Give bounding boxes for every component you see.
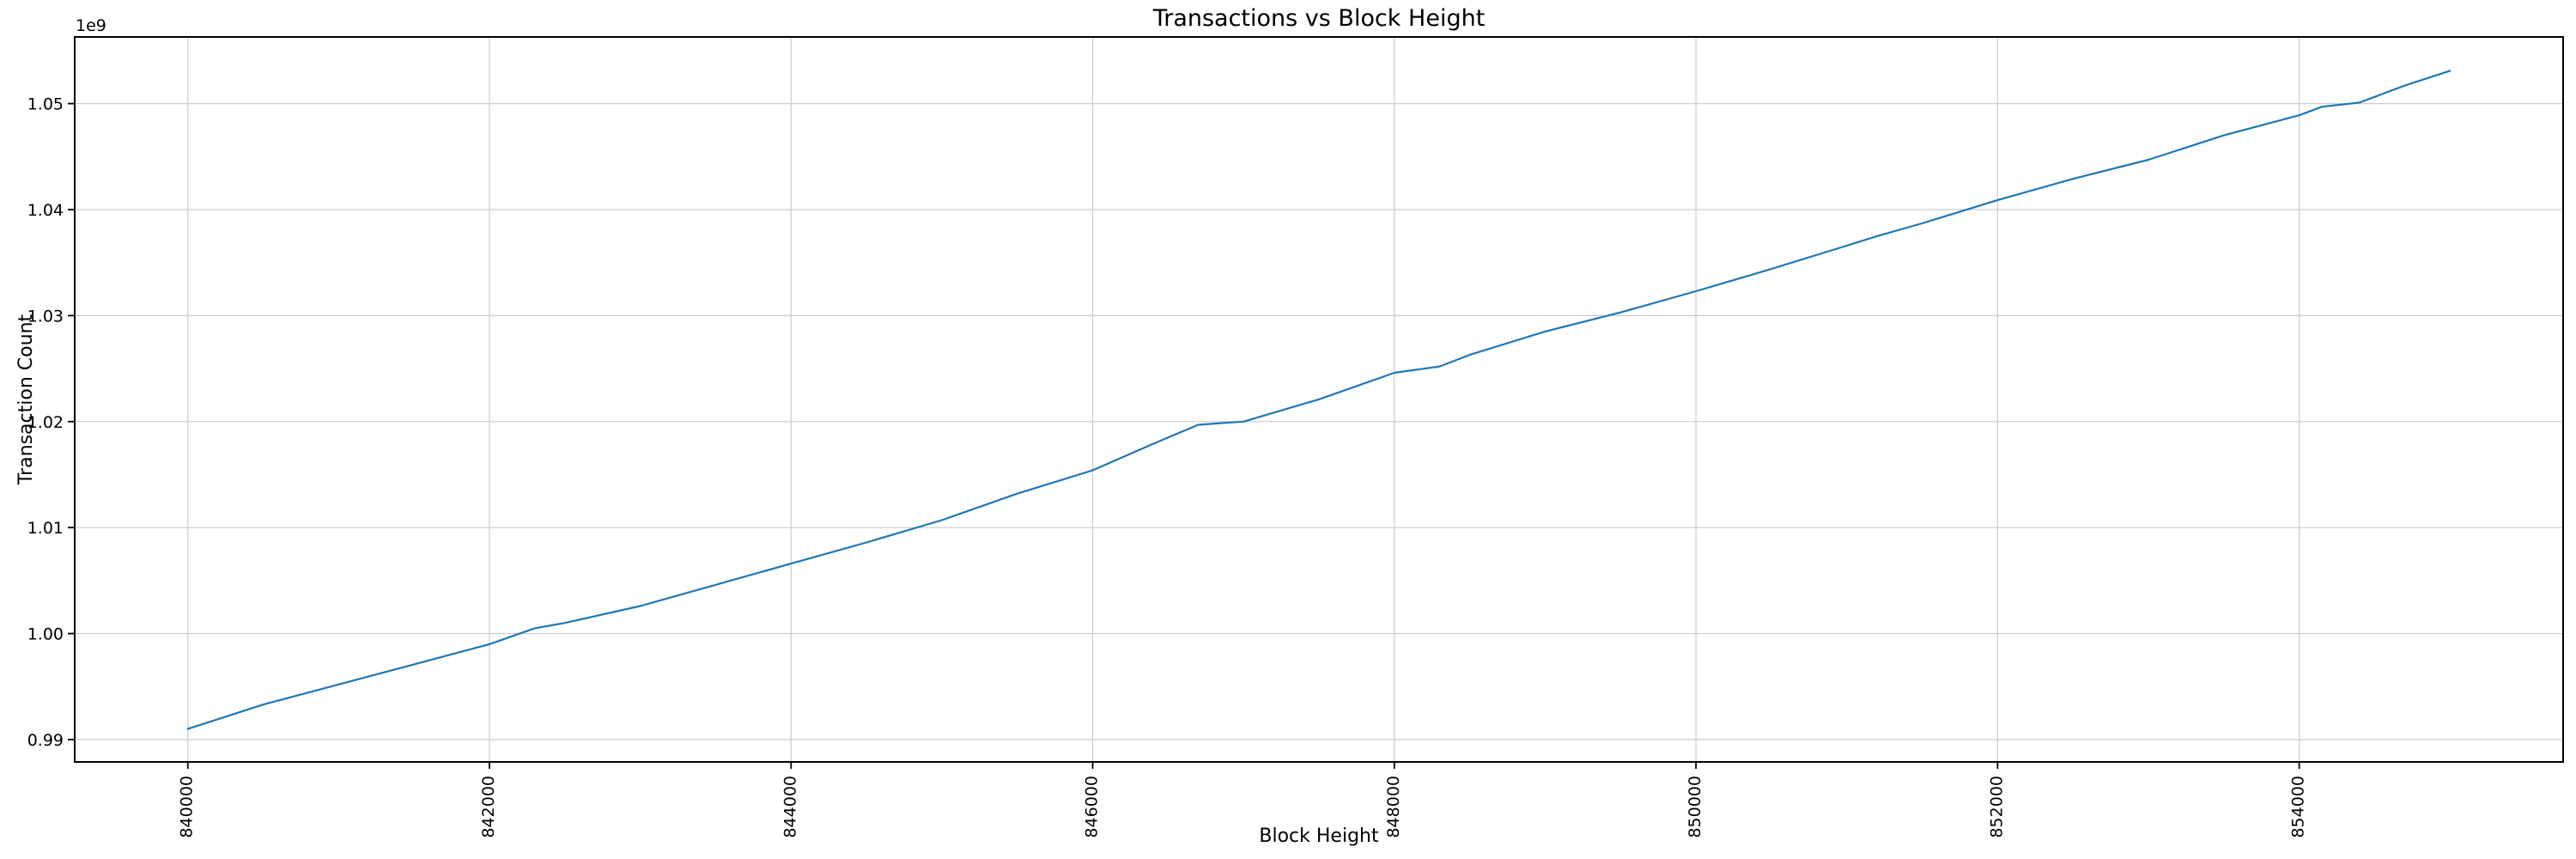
x-axis-label: Block Height: [1259, 825, 1379, 847]
x-tick-label: 854000: [2289, 776, 2308, 838]
y-tick-label: 1.03: [27, 307, 64, 326]
y-tick-label: 1.00: [27, 625, 64, 644]
x-tick-label: 848000: [1384, 776, 1403, 838]
y-axis-offset-label: 1e9: [76, 16, 106, 35]
x-tick-label: 840000: [178, 776, 197, 838]
y-tick-label: 1.02: [27, 413, 64, 432]
x-tick-label: 852000: [1987, 776, 2006, 838]
y-axis-label: Transaction Count: [15, 314, 37, 485]
axes-spines: [74, 36, 2564, 763]
data-line: [186, 70, 2451, 730]
y-tick-label: 1.01: [27, 519, 64, 538]
x-tick-label: 844000: [781, 776, 799, 838]
x-tick-label: 850000: [1686, 776, 1704, 838]
y-tick-label: 1.04: [27, 201, 64, 220]
y-tick-label: 0.99: [27, 731, 64, 750]
y-tick-label: 1.05: [27, 95, 64, 114]
x-tick-label: 842000: [479, 776, 498, 838]
x-tick-label: 846000: [1083, 776, 1102, 838]
chart-title: Transactions vs Block Height: [1152, 5, 1485, 32]
